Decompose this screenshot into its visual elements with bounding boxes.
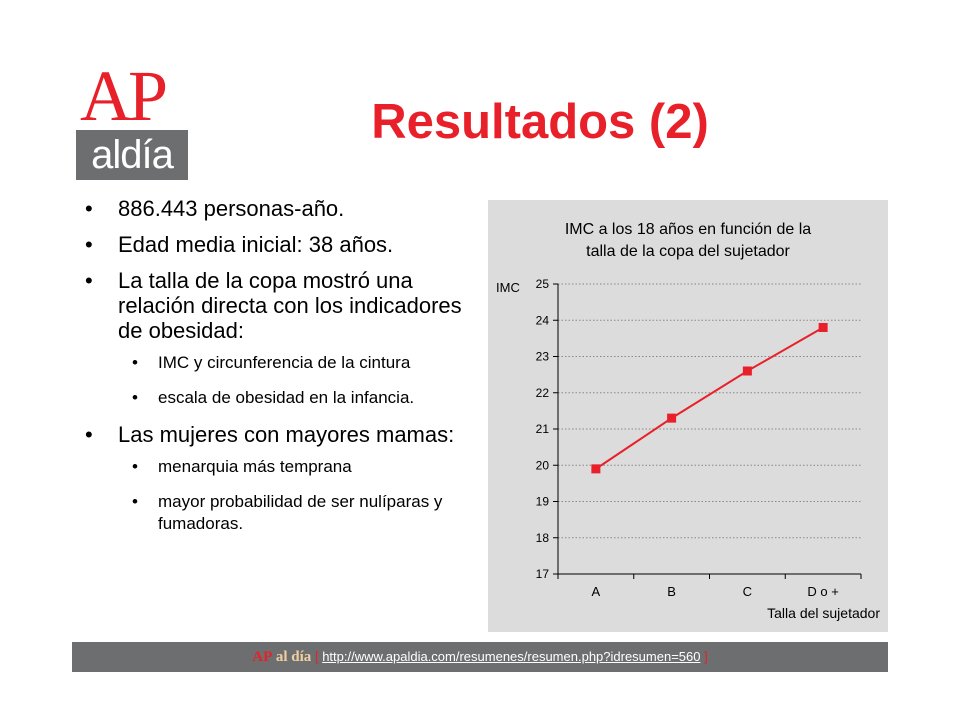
data-point-marker bbox=[667, 413, 677, 423]
y-tick-label: 19 bbox=[536, 495, 550, 509]
data-point-marker bbox=[742, 366, 752, 376]
y-axis-label: IMC bbox=[496, 280, 520, 295]
bullet-item: Edad media inicial: 38 años. bbox=[80, 232, 480, 257]
y-tick-label: 22 bbox=[536, 386, 550, 400]
x-axis-label: Talla del sujetador bbox=[767, 605, 880, 621]
chart-title-line: talla de la copa del sujetador bbox=[586, 243, 790, 260]
data-point-marker bbox=[818, 323, 828, 332]
y-tick-label: 20 bbox=[536, 458, 550, 472]
footer-close-bracket: ] bbox=[704, 649, 708, 664]
bmi-line-chart: IMC a los 18 años en función de la talla … bbox=[496, 221, 880, 621]
bullet-item: 886.443 personas-año. bbox=[80, 196, 480, 221]
bullet-text: Edad media inicial: 38 años. bbox=[118, 232, 394, 257]
x-tick-label: B bbox=[667, 584, 676, 599]
data-point-marker bbox=[591, 464, 601, 474]
footer-url-link[interactable]: http://www.apaldia.com/resumenes/resumen… bbox=[322, 649, 701, 664]
sub-bullet-item: IMC y circunferencia de la cintura bbox=[118, 352, 480, 374]
y-tick-label: 24 bbox=[536, 313, 550, 327]
bmi-chart-panel: IMC a los 18 años en función de la talla … bbox=[488, 200, 888, 632]
sub-bullet-item: menarquia más temprana bbox=[118, 456, 480, 478]
chart-title-line: IMC a los 18 años en función de la bbox=[565, 221, 811, 238]
bullet-item: La talla de la copa mostró una relación … bbox=[80, 268, 480, 409]
footer-open-bracket: [ bbox=[314, 649, 319, 664]
y-tick-label: 25 bbox=[536, 277, 550, 291]
sub-bullet-item: mayor probabilidad de ser nulíparas y fu… bbox=[118, 491, 480, 535]
sub-bullet-list: IMC y circunferencia de la cintura escal… bbox=[118, 352, 480, 409]
y-tick-label: 18 bbox=[536, 531, 550, 545]
footer-bar: AP al día [ http://www.apaldia.com/resum… bbox=[72, 642, 888, 672]
x-tick-label: C bbox=[743, 584, 752, 599]
bullet-list: 886.443 personas-año. Edad media inicial… bbox=[80, 196, 480, 548]
y-tick-label: 21 bbox=[536, 422, 550, 436]
footer-brand-ap: AP bbox=[252, 649, 273, 665]
logo-aldia-box: aldía bbox=[76, 130, 188, 180]
logo-ap-text: AP bbox=[80, 56, 168, 136]
bullet-text: 886.443 personas-año. bbox=[118, 196, 345, 221]
bullet-text: Las mujeres con mayores mamas: bbox=[118, 422, 455, 447]
series-line bbox=[595, 326, 824, 470]
y-tick-label: 23 bbox=[536, 350, 550, 364]
y-tick-label: 17 bbox=[536, 567, 550, 581]
bullet-item: Las mujeres con mayores mamas: menarquia… bbox=[80, 422, 480, 535]
x-tick-label: A bbox=[592, 584, 601, 599]
sub-bullet-list: menarquia más temprana mayor probabilida… bbox=[118, 456, 480, 535]
apaldia-logo: AP aldía bbox=[76, 56, 188, 180]
slide-title: Resultados (2) bbox=[371, 95, 709, 149]
x-tick-label: D o + bbox=[807, 584, 838, 599]
footer-brand-aldia: al día bbox=[275, 649, 312, 665]
bullet-text: La talla de la copa mostró una relación … bbox=[118, 268, 462, 343]
sub-bullet-item: escala de obesidad en la infancia. bbox=[118, 387, 480, 409]
